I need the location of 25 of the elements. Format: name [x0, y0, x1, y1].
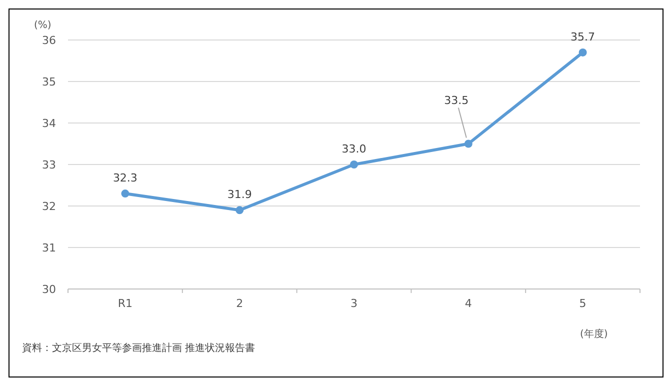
- x-tick-label: 2: [236, 297, 244, 310]
- x-tick-label: 4: [464, 297, 472, 310]
- y-tick-label: 36: [42, 34, 56, 47]
- y-tick-label: 33: [42, 158, 56, 172]
- y-tick-label: 30: [42, 283, 56, 296]
- point: [578, 48, 587, 56]
- y-axis-title: (%): [34, 20, 52, 31]
- y-tick-label: 31: [42, 242, 56, 254]
- text: 33.0: [342, 142, 366, 156]
- x-axis-title: (年度): [580, 328, 608, 340]
- text: 32.3: [112, 172, 138, 185]
- x-tick-label: 5: [579, 297, 586, 310]
- x-tick-label: R1: [118, 297, 133, 310]
- point: [236, 206, 244, 214]
- y-tick-label: 34: [42, 117, 56, 130]
- point: [350, 160, 358, 168]
- text: 33.5: [444, 94, 469, 107]
- text: 31.9: [227, 188, 252, 202]
- x-tick-label: 3: [350, 297, 358, 310]
- text: 資料：文京区男女平等参画推進計画 推進状況報告書: [22, 342, 256, 354]
- y-tick-label: 32: [42, 200, 56, 213]
- point: [464, 140, 472, 148]
- text: 35.7: [570, 30, 596, 44]
- point: [121, 190, 130, 198]
- y-tick-label: 35: [42, 76, 56, 88]
